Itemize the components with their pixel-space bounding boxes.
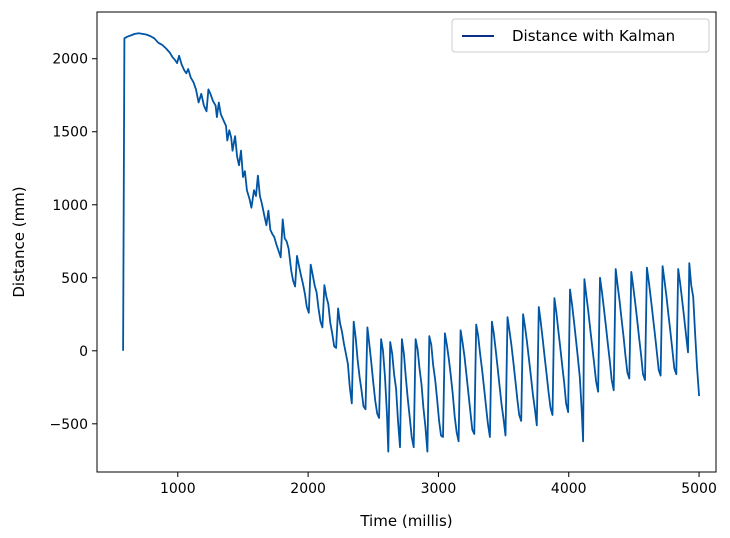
x-tick-label: 3000 [421,481,457,497]
legend: Distance with Kalman [451,18,710,53]
plot-frame [96,11,717,473]
y-tick-label: 1000 [52,198,88,214]
legend-label-distance-with-kalman: Distance with Kalman [512,27,675,45]
y-tick-label: 0 [79,344,88,360]
x-tick-label: 4000 [551,481,587,497]
y-tick-label: 2000 [52,52,88,68]
y-tick-label: −500 [50,417,88,433]
plot-area [96,11,717,473]
ticks-layer: 1000 2000 3000 4000 5000 −500 0 500 1000 1500 2000 [50,52,717,497]
x-tick-label: 5000 [681,481,717,497]
y-tick-label: 500 [61,271,88,287]
legend-box [451,18,710,53]
x-tick-label: 1000 [160,481,196,497]
x-axis-label: Time (millis) [359,512,452,530]
y-tick-label: 1500 [52,125,88,141]
series-line-distance-with-kalman [122,32,700,453]
series-layer [122,32,700,453]
x-tick-label: 2000 [290,481,326,497]
y-axis-label: Distance (mm) [10,186,28,297]
